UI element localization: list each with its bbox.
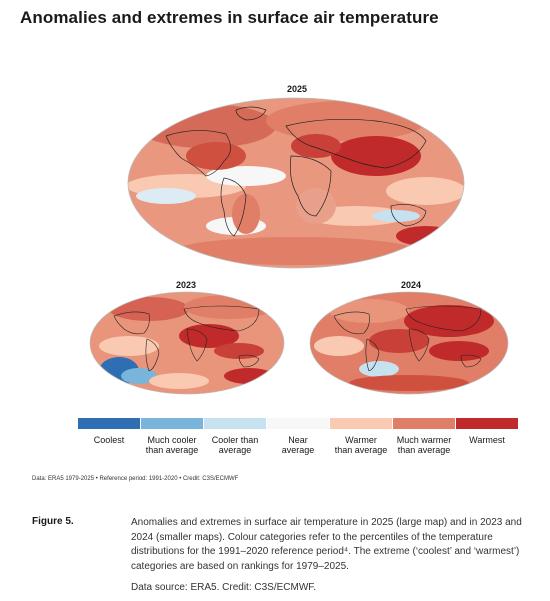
right-map-label: 2024 [400, 280, 422, 290]
legend-label: Much cooler than average [145, 435, 199, 455]
legend-item-much-cooler: Much cooler than average [141, 418, 203, 455]
legend-label: Much warmer than average [396, 435, 452, 455]
legend-swatch [204, 418, 266, 429]
legend-item-warmest: Warmest [456, 418, 518, 445]
map-2023 [89, 291, 285, 395]
figure-label: Figure 5. [32, 516, 74, 527]
legend-swatch [330, 418, 392, 429]
figure-credit: Data source: ERA5. Credit: C3S/ECMWF. [131, 582, 317, 593]
legend-swatch [456, 418, 518, 429]
legend-label: Cooler than average [211, 435, 259, 455]
color-legend: Coolest Much cooler than average Cooler t… [78, 418, 518, 462]
legend-item-much-warmer: Much warmer than average [393, 418, 455, 455]
world-map-2025 [127, 97, 465, 269]
left-map-label: 2023 [175, 280, 197, 290]
world-map-2024 [309, 291, 509, 395]
legend-swatch [267, 418, 329, 429]
world-map-2023 [89, 291, 285, 395]
legend-swatch [141, 418, 203, 429]
legend-swatch [78, 418, 140, 429]
main-map-label: 2025 [286, 84, 308, 94]
legend-label: Warmest [469, 435, 505, 445]
data-source-note: Data: ERA5 1979-2025 • Reference period:… [32, 476, 239, 482]
map-2024 [309, 291, 509, 395]
legend-label: Warmer than average [334, 435, 388, 455]
legend-label: Coolest [93, 435, 125, 445]
page-title: Anomalies and extremes in surface air te… [20, 8, 439, 27]
legend-label: Near average [281, 435, 315, 455]
legend-item-coolest: Coolest [78, 418, 140, 445]
figure-caption: Anomalies and extremes in surface air te… [131, 517, 522, 572]
main-map-2025 [126, 96, 466, 271]
legend-item-cooler: Cooler than average [204, 418, 266, 455]
legend-item-warmer: Warmer than average [330, 418, 392, 455]
legend-swatch [393, 418, 455, 429]
legend-item-near-average: Near average [267, 418, 329, 455]
